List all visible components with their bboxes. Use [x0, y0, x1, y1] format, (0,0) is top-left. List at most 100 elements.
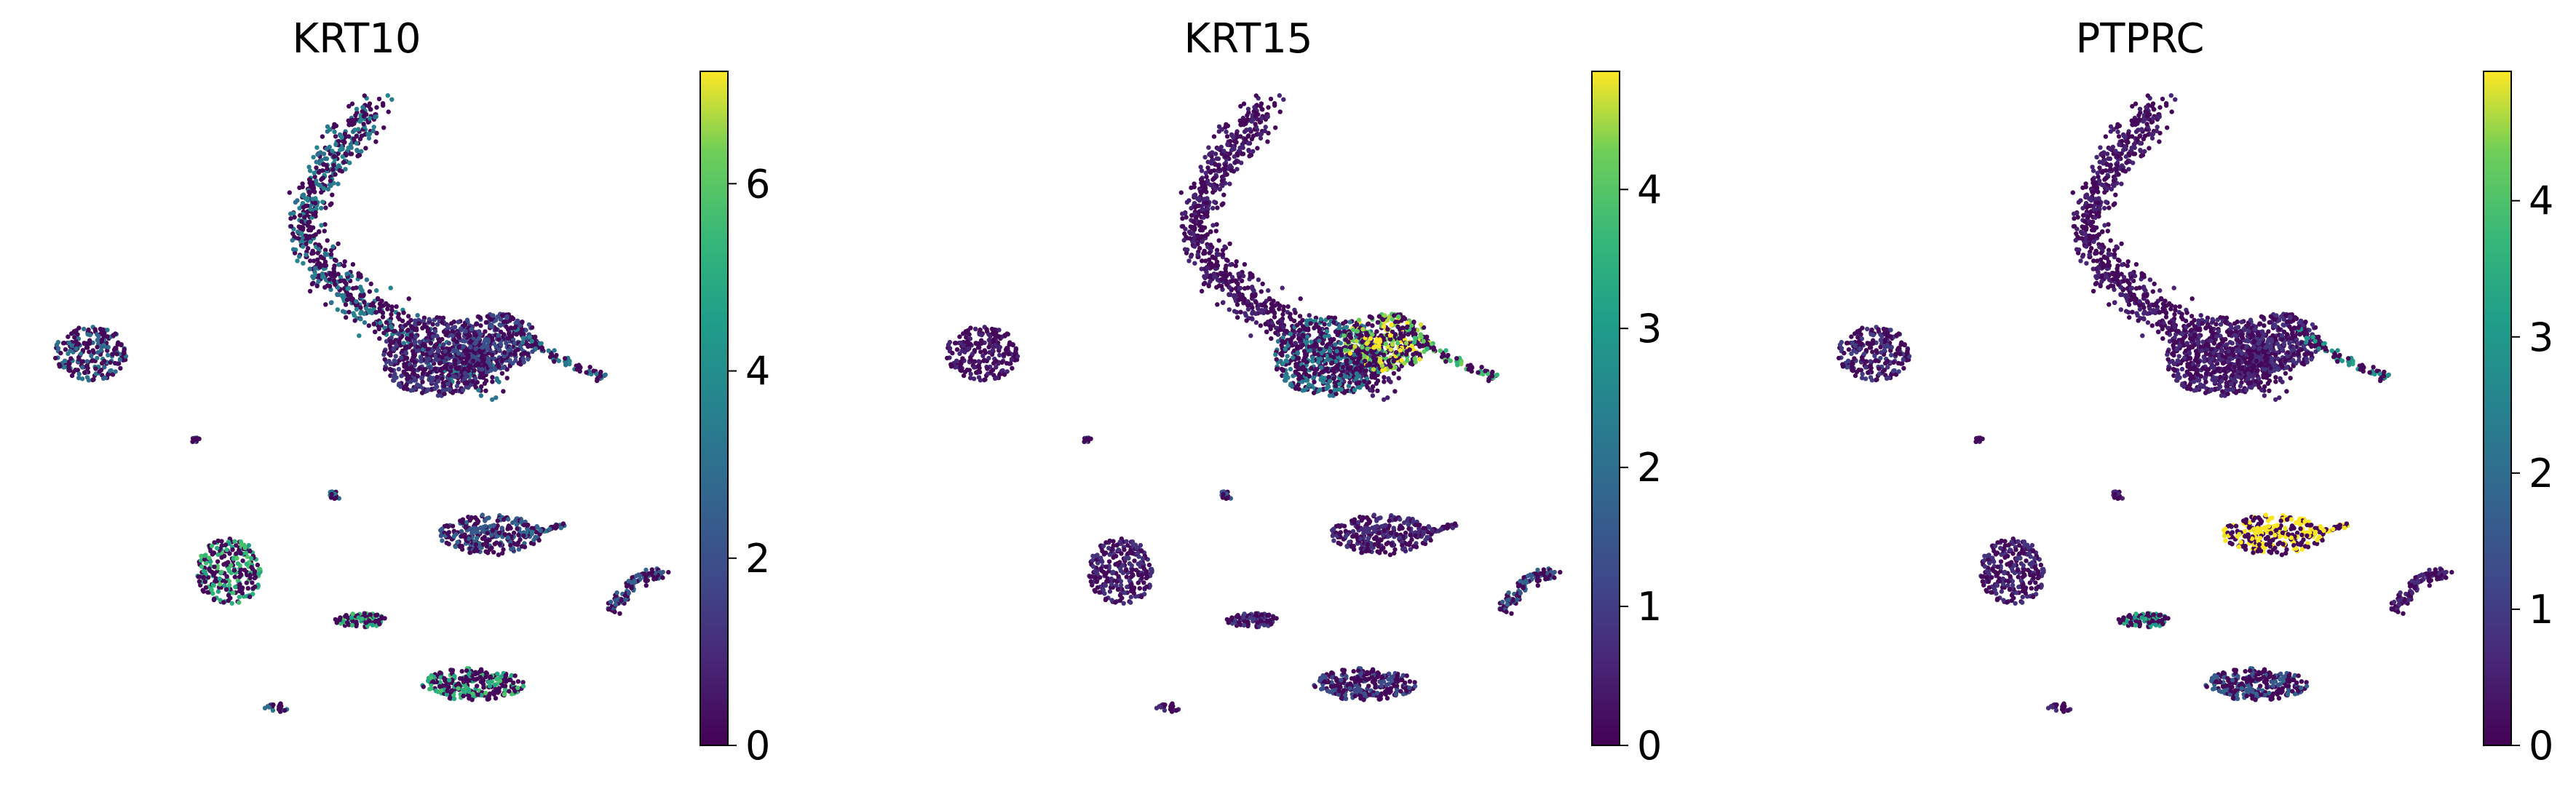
cell-point	[292, 215, 297, 220]
cell-point	[506, 348, 511, 353]
cell-point	[415, 313, 420, 318]
cell-point	[352, 318, 357, 323]
cell-point	[343, 151, 348, 157]
cell-point	[435, 374, 440, 380]
cell-point	[492, 542, 497, 547]
cell-point	[1280, 312, 1285, 317]
cell-point	[464, 317, 470, 322]
cell-point	[1479, 365, 1484, 370]
cell-point	[82, 370, 87, 375]
cell-point	[461, 344, 466, 349]
cell-point	[1307, 348, 1313, 353]
cell-point	[459, 547, 465, 552]
cell-point	[512, 325, 518, 330]
cell-point	[322, 263, 328, 268]
cell-point	[1224, 129, 1229, 135]
cell-point	[1245, 299, 1251, 304]
cell-point	[330, 244, 336, 249]
cell-point	[1253, 93, 1259, 98]
cell-point	[359, 287, 364, 292]
cell-point	[494, 395, 499, 400]
cell-point	[470, 354, 475, 359]
cell-point	[1235, 167, 1240, 172]
cell-point	[612, 609, 617, 614]
cell-point	[483, 388, 488, 393]
cell-point	[217, 576, 222, 582]
cell-point	[1202, 197, 1207, 202]
cell-point	[495, 690, 501, 695]
cell-point	[417, 339, 422, 344]
cell-point	[1222, 167, 1227, 173]
cell-point	[288, 223, 294, 229]
cell-point	[1376, 343, 1382, 349]
cell-point	[1380, 368, 1385, 373]
cell-point	[1207, 152, 1212, 157]
cell-point	[485, 314, 490, 319]
cell-point	[388, 324, 394, 329]
cell-point	[512, 352, 518, 357]
cell-point	[1251, 287, 1256, 292]
cell-point	[1360, 344, 1365, 350]
cell-point	[108, 360, 113, 365]
cell-point	[1339, 352, 1344, 358]
cell-point	[448, 365, 454, 370]
cell-point	[518, 322, 523, 328]
cell-point	[325, 238, 330, 243]
cell-point	[53, 355, 58, 361]
cell-point	[354, 306, 360, 312]
cell-point	[315, 257, 320, 262]
cell-point	[486, 358, 491, 364]
cell-point	[311, 154, 316, 160]
cell-point	[1291, 373, 1296, 379]
cell-point	[370, 622, 376, 627]
cell-point	[1237, 293, 1243, 298]
cell-point	[1267, 296, 1272, 301]
cell-point	[1265, 310, 1270, 315]
cell-point	[529, 529, 535, 535]
cell-point	[477, 348, 482, 353]
cell-point	[1331, 320, 1336, 325]
cell-point	[451, 696, 457, 702]
cell-point	[329, 300, 334, 305]
cell-point	[1301, 349, 1307, 354]
cell-point	[488, 679, 494, 684]
cell-point	[1228, 262, 1233, 267]
cell-point	[427, 377, 432, 382]
cell-point	[239, 590, 245, 595]
cell-point	[244, 580, 249, 585]
cell-point	[108, 368, 113, 373]
cell-point	[300, 201, 306, 206]
cell-point	[501, 389, 506, 394]
cell-point	[488, 317, 494, 322]
cell-point	[1327, 393, 1333, 398]
cell-point	[1192, 261, 1197, 266]
cell-point	[322, 259, 328, 264]
cell-point	[307, 219, 312, 224]
cell-point	[319, 223, 324, 228]
cell-point	[1304, 353, 1309, 358]
cell-point	[1454, 356, 1459, 361]
cell-point	[318, 254, 323, 259]
cell-point	[474, 322, 479, 327]
cell-point	[218, 582, 223, 587]
cell-point	[299, 231, 304, 237]
cell-point	[1297, 314, 1303, 319]
cell-point	[373, 310, 379, 315]
cell-point	[480, 345, 485, 350]
cell-point	[351, 311, 356, 316]
cell-point	[1202, 275, 1208, 281]
cell-point	[511, 686, 517, 692]
cell-point	[440, 376, 445, 381]
cell-point	[320, 274, 325, 280]
cell-point	[319, 205, 324, 211]
cell-point	[1227, 241, 1232, 246]
cell-point	[507, 525, 512, 530]
cell-point	[226, 593, 231, 598]
cell-point	[432, 344, 437, 349]
cell-point	[1412, 357, 1418, 362]
cell-point	[367, 289, 372, 294]
cell-point	[445, 330, 451, 335]
cell-point	[1235, 314, 1240, 320]
cell-point	[311, 212, 316, 217]
cell-point	[342, 259, 347, 264]
